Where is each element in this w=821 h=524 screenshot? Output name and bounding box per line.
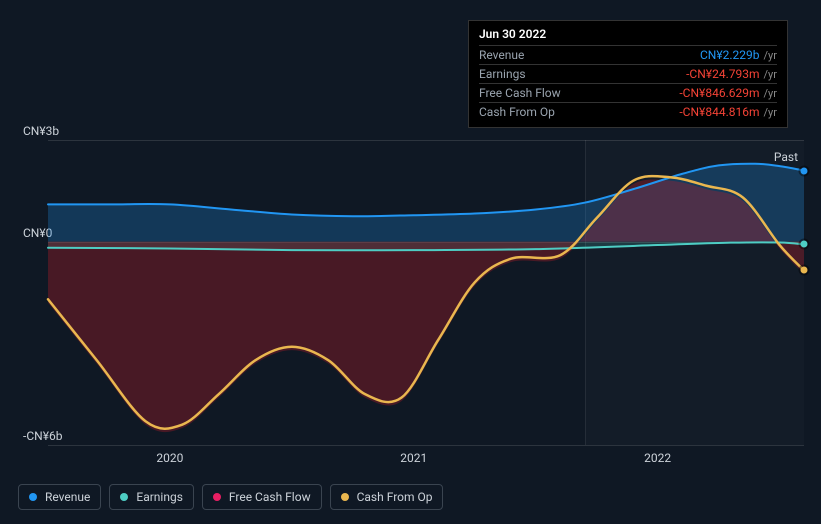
tooltip-row: Cash From Op -CN¥844.816m /yr [479, 102, 777, 121]
series-end-marker [801, 267, 808, 274]
legend-item-cfo[interactable]: Cash From Op [330, 484, 444, 510]
tooltip-metric-label: Earnings [479, 67, 526, 81]
series-end-marker [801, 167, 808, 174]
legend-item-revenue[interactable]: Revenue [18, 484, 101, 510]
tooltip-date: Jun 30 2022 [479, 27, 777, 45]
legend-dot-icon [29, 493, 37, 501]
legend-dot-icon [120, 493, 128, 501]
x-axis-label: 2022 [644, 451, 671, 465]
legend-label: Revenue [45, 490, 90, 504]
tooltip-metric-value: -CN¥24.793m /yr [686, 67, 777, 81]
tooltip-row: Earnings -CN¥24.793m /yr [479, 64, 777, 83]
series-end-marker [801, 241, 808, 248]
legend-dot-icon [213, 493, 221, 501]
legend-item-fcf[interactable]: Free Cash Flow [202, 484, 322, 510]
legend-label: Earnings [136, 490, 183, 504]
chart-legend: Revenue Earnings Free Cash Flow Cash From O… [18, 484, 443, 510]
y-axis-label: CN¥3b [23, 124, 59, 138]
tooltip-metric-label: Revenue [479, 48, 524, 62]
tooltip-metric-value: -CN¥844.816m /yr [679, 105, 777, 119]
financials-chart[interactable]: CN¥3bCN¥0-CN¥6b Past 202020212022 [18, 140, 804, 445]
tooltip-metric-label: Free Cash Flow [479, 86, 561, 100]
tooltip-metric-value: CN¥2.229b /yr [700, 48, 777, 62]
legend-item-earnings[interactable]: Earnings [109, 484, 194, 510]
legend-label: Free Cash Flow [229, 490, 311, 504]
chart-plot: Past [48, 140, 804, 445]
chart-svg [48, 140, 804, 445]
x-axis-label: 2021 [400, 451, 427, 465]
tooltip-row: Revenue CN¥2.229b /yr [479, 45, 777, 64]
legend-label: Cash From Op [357, 490, 433, 504]
legend-dot-icon [341, 493, 349, 501]
tooltip-metric-value: -CN¥846.629m /yr [679, 86, 777, 100]
chart-tooltip: Jun 30 2022 Revenue CN¥2.229b /yr Earnin… [468, 20, 788, 128]
tooltip-metric-label: Cash From Op [479, 105, 555, 119]
tooltip-row: Free Cash Flow -CN¥846.629m /yr [479, 83, 777, 102]
gridline [48, 445, 804, 446]
x-axis-label: 2020 [156, 451, 183, 465]
